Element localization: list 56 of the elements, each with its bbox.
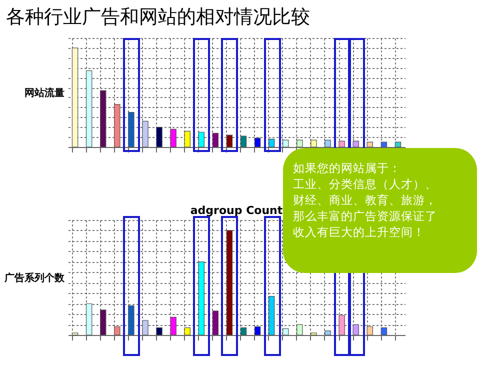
bar <box>226 134 233 148</box>
bar <box>268 296 275 336</box>
text: 财经、商业、教育、旅游， <box>293 192 438 208</box>
bar <box>114 104 120 148</box>
bar <box>338 140 345 148</box>
bar <box>100 90 106 148</box>
bar <box>184 327 190 336</box>
bar <box>296 140 303 148</box>
bar <box>212 310 219 336</box>
bar <box>352 140 359 148</box>
bar <box>310 140 317 148</box>
bar <box>324 330 331 336</box>
bar <box>128 305 134 336</box>
bar <box>338 314 345 336</box>
bar <box>72 332 78 336</box>
bar <box>240 327 247 336</box>
bar <box>170 128 176 148</box>
bar <box>114 326 120 336</box>
bar <box>156 327 162 336</box>
bar <box>184 130 190 148</box>
bar <box>366 142 374 148</box>
bar <box>240 136 247 148</box>
y-axis-title: 网站流量 <box>24 87 64 99</box>
text: 那么丰富的广告资源保证了 <box>293 208 438 224</box>
y-axis-title: 广告系列个数 <box>4 272 66 284</box>
bar <box>142 120 148 148</box>
text: 工业、分类信息（人才）、 <box>293 176 438 192</box>
bar <box>128 112 134 148</box>
bar <box>142 320 148 336</box>
bar <box>254 138 261 148</box>
chart-subtitle: adgroup Count <box>190 204 283 217</box>
bar <box>380 142 388 148</box>
bar <box>394 142 402 148</box>
bar <box>380 327 388 336</box>
bar <box>212 132 219 148</box>
chart-title: 各种行业广告和网站的相对情况比较 <box>6 5 310 30</box>
bar <box>268 138 275 148</box>
bar <box>352 324 359 336</box>
bar <box>310 332 317 336</box>
bar <box>324 140 331 148</box>
bar <box>198 262 205 336</box>
bar <box>156 126 162 148</box>
bar <box>100 310 106 336</box>
bar <box>198 132 205 148</box>
bar <box>282 140 289 148</box>
bar <box>72 48 78 148</box>
bar <box>226 230 233 336</box>
bar <box>170 316 176 336</box>
annotation: 收入有巨大的上升空间！ <box>293 224 426 240</box>
bar <box>282 328 289 336</box>
text: 如果您的网站属于： <box>293 160 402 176</box>
bar <box>296 324 303 336</box>
bar <box>366 326 374 336</box>
bar <box>86 303 92 336</box>
bar <box>254 326 261 336</box>
bar <box>86 70 92 148</box>
